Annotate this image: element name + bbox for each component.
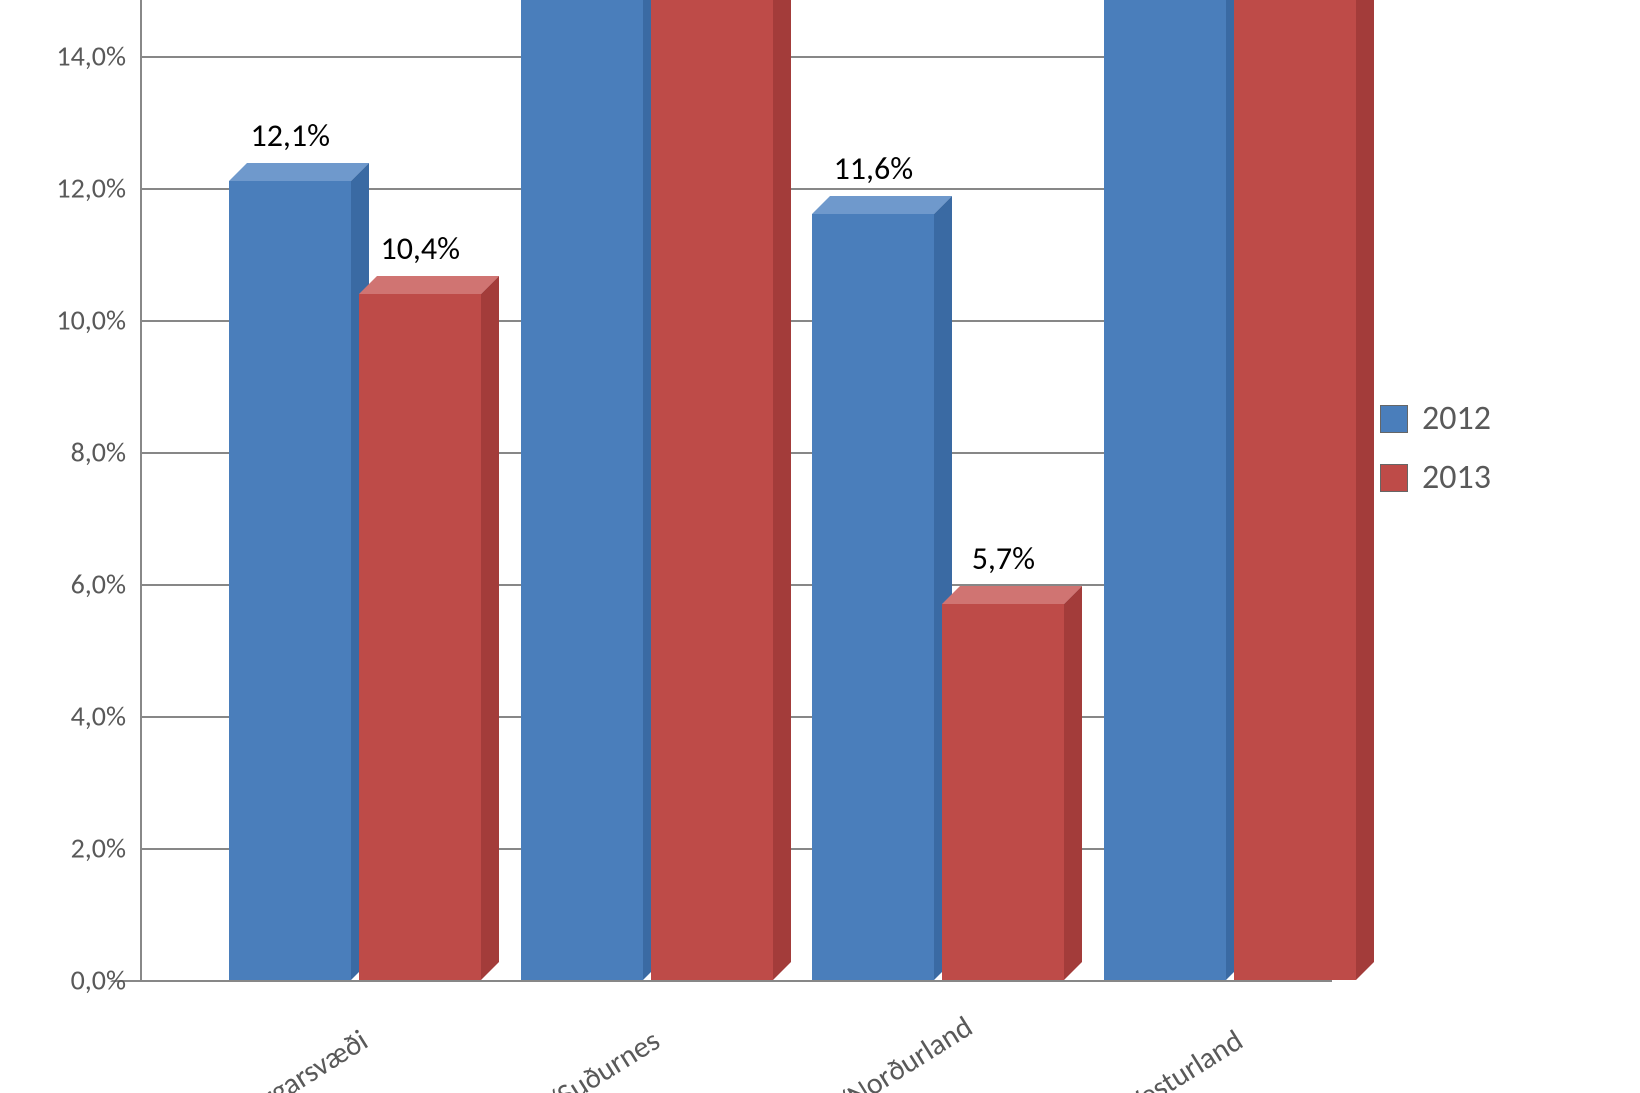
gridline (140, 980, 1330, 982)
data-label: 5,7% (972, 539, 1035, 578)
y-axis-tick-label: 8,0% (71, 435, 140, 470)
bar-2013 (651, 0, 773, 980)
y-axis-tick-label: 4,0% (71, 699, 140, 734)
bar-2013: 5,7% (942, 604, 1064, 980)
bar-front (521, 0, 643, 980)
bar-side (1064, 586, 1082, 980)
y-axis-tick-label: 0,0% (71, 963, 140, 998)
bar-top (229, 163, 369, 181)
bar-front (651, 0, 773, 980)
bar-top (812, 196, 952, 214)
bar-2012: 12,1% (229, 181, 351, 980)
plot-area: 0,0%2,0%4,0%6,0%8,0%10,0%12,0%14,0%12,1%… (140, 0, 1330, 980)
bar-2013 (1234, 0, 1356, 980)
x-axis-category-label: Vestfirðir/Vesturland (1009, 1022, 1249, 1093)
data-label: 12,1% (250, 116, 330, 155)
bar-side (481, 276, 499, 980)
y-axis-tick-label: 10,0% (56, 303, 140, 338)
y-axis-tick-label: 12,0% (56, 171, 140, 206)
x-axis-category-label: Austurland/Norðurland (718, 1022, 958, 1093)
legend-item: 2013 (1380, 457, 1491, 498)
legend-swatch (1380, 405, 1408, 433)
data-label: 10,4% (380, 229, 460, 268)
bar-front (229, 181, 351, 980)
bar-front (942, 604, 1064, 980)
x-axis-category-label: Suðurland/Suðurnes (426, 1022, 666, 1093)
bar-2013: 10,4% (359, 294, 481, 980)
bar-2012 (521, 0, 643, 980)
legend: 2012 2013 (1380, 380, 1491, 516)
bar-2012: 11,6% (812, 214, 934, 980)
bar-side (773, 0, 791, 980)
legend-label: 2012 (1422, 398, 1491, 439)
legend-label: 2013 (1422, 457, 1491, 498)
y-axis-tick-label: 2,0% (71, 831, 140, 866)
bar-front (812, 214, 934, 980)
bar-front (359, 294, 481, 980)
legend-swatch (1380, 464, 1408, 492)
bar-2012 (1104, 0, 1226, 980)
bar-side (1356, 0, 1374, 980)
legend-item: 2012 (1380, 398, 1491, 439)
x-axis-category-label: Höfuðborgarsvæði (135, 1022, 375, 1093)
data-label: 11,6% (834, 149, 914, 188)
bar-top (942, 586, 1082, 604)
chart-container: 0,0% 2,0% 4,0% 6,0% 8,0% 10,0% 12,0% 14,0% 12,1%… (0, 0, 1640, 1093)
y-axis-tick-label: 14,0% (56, 39, 140, 74)
y-axis-tick-label: 6,0% (71, 567, 140, 602)
bar-front (1104, 0, 1226, 980)
bar-front (1234, 0, 1356, 980)
bar-top (359, 276, 499, 294)
